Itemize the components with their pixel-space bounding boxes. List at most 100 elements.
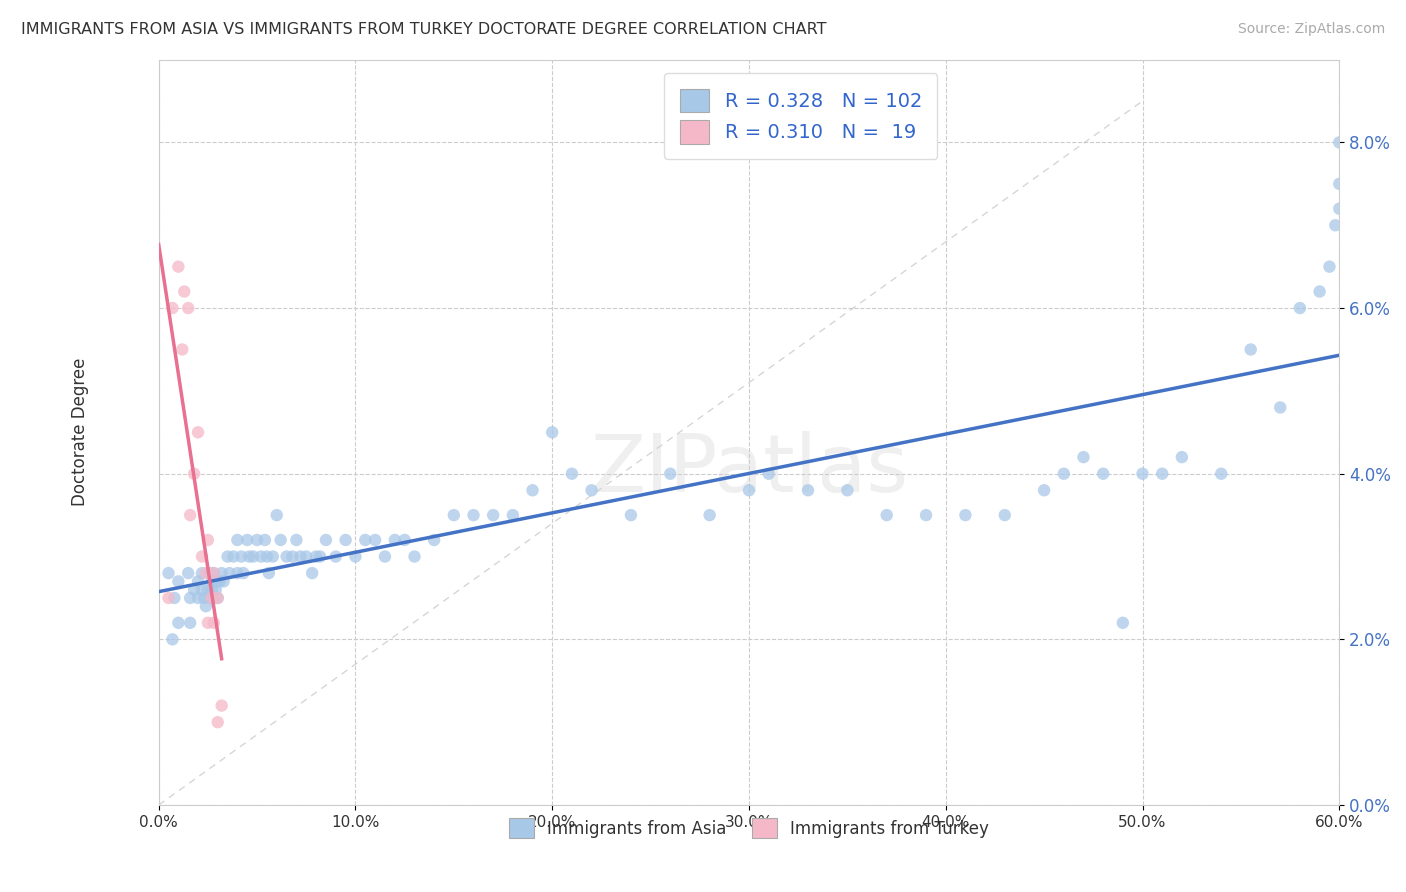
Point (226, 533, 249, 547)
Legend: Immigrants from Asia, Immigrants from Turkey: Immigrants from Asia, Immigrants from Tu… (502, 812, 995, 845)
Point (173, 285, 195, 299)
Point (1132, 467, 1154, 481)
Point (285, 533, 308, 547)
Point (581, 483, 603, 498)
Point (374, 549, 396, 564)
Point (270, 533, 292, 547)
Point (172, 343, 194, 357)
Point (876, 508, 898, 522)
Point (541, 425, 564, 440)
Point (238, 549, 260, 564)
Point (394, 533, 416, 547)
Point (212, 574, 235, 589)
Point (167, 574, 190, 589)
Point (179, 591, 201, 605)
Point (207, 715, 229, 730)
Point (211, 698, 233, 713)
Point (217, 549, 239, 564)
Point (191, 582, 214, 597)
Point (256, 549, 278, 564)
Point (1240, 343, 1263, 357)
Point (208, 574, 231, 589)
Point (994, 508, 1017, 522)
Point (482, 508, 505, 522)
Point (443, 508, 465, 522)
Point (231, 549, 253, 564)
Point (167, 615, 190, 630)
Point (423, 533, 446, 547)
Point (194, 566, 217, 580)
Point (193, 591, 215, 605)
Point (179, 508, 201, 522)
Point (1112, 615, 1135, 630)
Point (198, 591, 221, 605)
Point (204, 582, 226, 597)
Text: ZIPatlas: ZIPatlas (591, 431, 908, 508)
Point (246, 533, 269, 547)
Point (266, 508, 288, 522)
Point (201, 582, 224, 597)
Point (201, 574, 224, 589)
Point (384, 533, 406, 547)
Point (1319, 260, 1341, 274)
Point (797, 483, 820, 498)
Point (620, 508, 643, 522)
Point (281, 549, 304, 564)
Point (202, 566, 225, 580)
Text: Source: ZipAtlas.com: Source: ZipAtlas.com (1237, 22, 1385, 37)
Point (202, 591, 225, 605)
Point (211, 566, 233, 580)
Point (1289, 301, 1312, 315)
Point (207, 574, 229, 589)
Point (309, 549, 332, 564)
Point (335, 533, 357, 547)
Point (290, 549, 312, 564)
Point (1092, 467, 1115, 481)
Point (305, 549, 328, 564)
Point (1033, 483, 1056, 498)
Point (502, 508, 524, 522)
Point (232, 566, 254, 580)
Point (177, 566, 200, 580)
Point (187, 591, 209, 605)
Point (157, 566, 180, 580)
Point (218, 566, 240, 580)
Point (659, 467, 682, 481)
Point (1270, 401, 1292, 415)
Point (1329, 202, 1351, 216)
Point (202, 566, 225, 580)
Point (463, 508, 485, 522)
Point (295, 549, 318, 564)
Point (157, 591, 180, 605)
Point (364, 533, 387, 547)
Point (207, 591, 229, 605)
Point (276, 549, 298, 564)
Point (262, 549, 284, 564)
Point (257, 566, 280, 580)
Point (1152, 467, 1174, 481)
Point (183, 467, 205, 481)
Point (250, 549, 273, 564)
Point (1329, 177, 1351, 191)
Point (197, 582, 219, 597)
Point (177, 301, 200, 315)
Point (522, 483, 544, 498)
Point (207, 591, 229, 605)
Point (222, 549, 245, 564)
Point (163, 591, 186, 605)
Point (1073, 450, 1095, 465)
Point (955, 508, 977, 522)
Point (179, 615, 201, 630)
Point (1171, 450, 1194, 465)
Point (197, 533, 219, 547)
Point (167, 260, 190, 274)
Point (1053, 467, 1076, 481)
Point (236, 533, 259, 547)
Point (191, 566, 214, 580)
Y-axis label: Doctorate Degree: Doctorate Degree (72, 358, 89, 507)
Point (699, 508, 721, 522)
Point (404, 549, 426, 564)
Point (191, 549, 214, 564)
Point (162, 301, 184, 315)
Point (194, 599, 217, 614)
